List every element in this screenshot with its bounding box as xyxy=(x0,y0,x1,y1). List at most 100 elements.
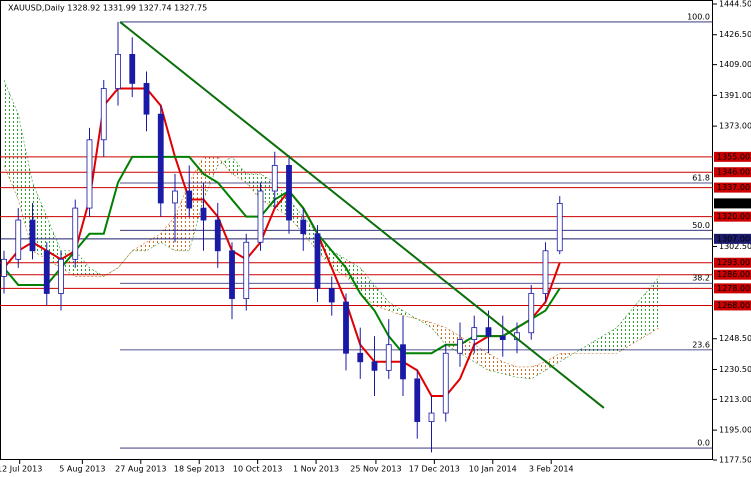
candle-body xyxy=(115,53,121,89)
cloud-segment xyxy=(160,216,175,251)
cloud-segment xyxy=(303,216,318,251)
candle-body xyxy=(186,190,193,209)
trendline xyxy=(119,21,605,409)
level-label: 1293.00 xyxy=(717,258,750,267)
candle-body xyxy=(214,219,221,252)
last-price-label: 1327.75 xyxy=(717,199,750,208)
candle-body xyxy=(371,361,378,371)
cloud-segment xyxy=(146,233,161,251)
level-label: 1355.00 xyxy=(717,152,750,161)
candle-body xyxy=(58,258,64,294)
candle-body xyxy=(72,207,79,260)
candle-body xyxy=(528,293,535,334)
candle-body xyxy=(499,335,506,340)
cloud-segment xyxy=(431,322,446,345)
candle-body xyxy=(385,344,392,371)
chart-title: XAUUSD,Daily 1328.92 1331.99 1327.74 132… xyxy=(8,4,207,13)
candle-body xyxy=(257,190,264,243)
x-tick-label: 5 Aug 2013 xyxy=(59,465,105,474)
cloud-segment xyxy=(246,173,261,200)
cloud-segment xyxy=(360,267,375,306)
x-tick-label: 25 Nov 2013 xyxy=(350,465,401,474)
cloud-segment xyxy=(474,344,489,371)
candle-body xyxy=(143,83,150,115)
cloud-segment xyxy=(132,242,147,251)
candle-body xyxy=(129,53,136,84)
cloud-edge xyxy=(3,79,660,380)
candle-body xyxy=(229,250,235,300)
y-tick-label: 1426.50 xyxy=(719,30,751,39)
candle-body xyxy=(29,219,36,252)
cloud-segment xyxy=(374,284,389,311)
x-tick-label: 27 Aug 2013 xyxy=(115,465,166,474)
y-tick-label: 1373.00 xyxy=(719,122,751,131)
candle-body xyxy=(300,219,307,235)
x-tick-label: 10 Oct 2013 xyxy=(233,465,282,474)
cloud-segment xyxy=(46,216,61,268)
cloud-segment xyxy=(602,327,617,354)
level-label: 1286.00 xyxy=(717,270,750,279)
level-box xyxy=(714,257,751,268)
fib-label: 23.6 xyxy=(692,340,710,349)
cloud-segment xyxy=(260,173,275,209)
y-tick-label: 1409.00 xyxy=(719,60,751,69)
level-box xyxy=(714,167,751,178)
candle-body xyxy=(271,164,278,192)
x-tick-label: 12 Jul 2013 xyxy=(0,465,42,474)
cloud-segment xyxy=(616,310,631,354)
fib-label: 38.2 xyxy=(692,274,710,283)
cloud-segment xyxy=(388,302,403,316)
cloud-segment xyxy=(4,80,19,200)
candle-body xyxy=(172,190,178,204)
level-label: 1320.00 xyxy=(717,212,750,221)
level-box xyxy=(714,151,751,162)
candle-body xyxy=(286,164,292,221)
cloud-segment xyxy=(488,353,503,374)
candle-body xyxy=(414,378,421,422)
cloud-segment xyxy=(403,310,418,320)
candle-body xyxy=(328,287,335,303)
fib-label: 0.0 xyxy=(697,439,710,448)
cloud-segment xyxy=(645,276,660,337)
candle-body xyxy=(442,352,449,414)
candle-body xyxy=(200,207,207,221)
cloud-segment xyxy=(417,319,432,328)
y-tick-label: 1177.50 xyxy=(719,456,751,465)
level-label: 1337.00 xyxy=(717,183,750,192)
x-tick-label: 3 Feb 2014 xyxy=(529,465,574,474)
level-box xyxy=(714,182,751,193)
candle-body xyxy=(100,88,107,141)
candle-body xyxy=(1,258,7,277)
level-box xyxy=(714,211,751,222)
cloud-segment xyxy=(502,361,517,378)
y-tick-label: 1213.00 xyxy=(719,395,751,404)
fib-label: 100.0 xyxy=(687,12,710,21)
candle-body xyxy=(485,327,492,337)
indicator-line xyxy=(3,87,561,397)
y-tick-label: 1230.50 xyxy=(719,365,751,374)
candle-body xyxy=(400,344,406,380)
level-box xyxy=(714,300,751,311)
y-tick-label: 1444.50 xyxy=(719,0,751,9)
cloud-segment xyxy=(346,259,361,294)
fib-label: 50.0 xyxy=(692,221,710,230)
candle-body xyxy=(157,113,164,204)
last-price-box xyxy=(714,198,751,209)
y-tick-label: 1302.50 xyxy=(719,242,751,251)
cloud-segment xyxy=(517,366,532,379)
cloud-segment xyxy=(588,336,603,354)
cloud-segment xyxy=(32,182,47,260)
x-tick-label: 1 Nov 2013 xyxy=(293,465,339,474)
y-tick-label: 1391.00 xyxy=(719,91,751,100)
level-box xyxy=(714,269,751,280)
candle-body xyxy=(471,327,478,340)
candle-body xyxy=(43,250,50,294)
level-label: 1268.00 xyxy=(717,301,750,310)
cloud-segment xyxy=(75,250,90,277)
candle-body xyxy=(428,412,435,422)
cloud-segment xyxy=(232,156,247,183)
x-tick-label: 18 Sep 2013 xyxy=(174,465,225,474)
support-box xyxy=(714,233,751,244)
candle-body xyxy=(15,219,22,260)
